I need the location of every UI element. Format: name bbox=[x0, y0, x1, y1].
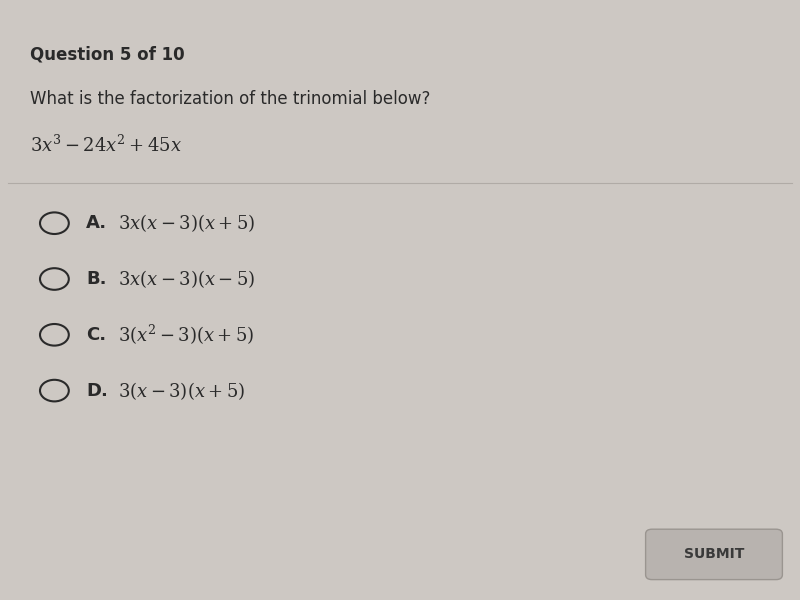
Text: Question 5 of 10: Question 5 of 10 bbox=[30, 45, 185, 63]
Text: SUBMIT: SUBMIT bbox=[684, 547, 744, 562]
Text: D.: D. bbox=[86, 382, 108, 400]
Text: B.: B. bbox=[86, 270, 107, 288]
FancyBboxPatch shape bbox=[646, 529, 782, 580]
Text: $3(x^2-3)(x+5)$: $3(x^2-3)(x+5)$ bbox=[118, 323, 255, 347]
Text: What is the factorization of the trinomial below?: What is the factorization of the trinomi… bbox=[30, 90, 430, 108]
Text: $3x^3 - 24x^2 + 45x$: $3x^3 - 24x^2 + 45x$ bbox=[30, 134, 182, 156]
Text: $3(x-3)(x+5)$: $3(x-3)(x+5)$ bbox=[118, 380, 246, 401]
Text: $3x(x-3)(x+5)$: $3x(x-3)(x+5)$ bbox=[118, 212, 256, 234]
Text: C.: C. bbox=[86, 326, 106, 344]
Text: A.: A. bbox=[86, 214, 107, 232]
Text: $3x(x-3)(x-5)$: $3x(x-3)(x-5)$ bbox=[118, 268, 256, 290]
